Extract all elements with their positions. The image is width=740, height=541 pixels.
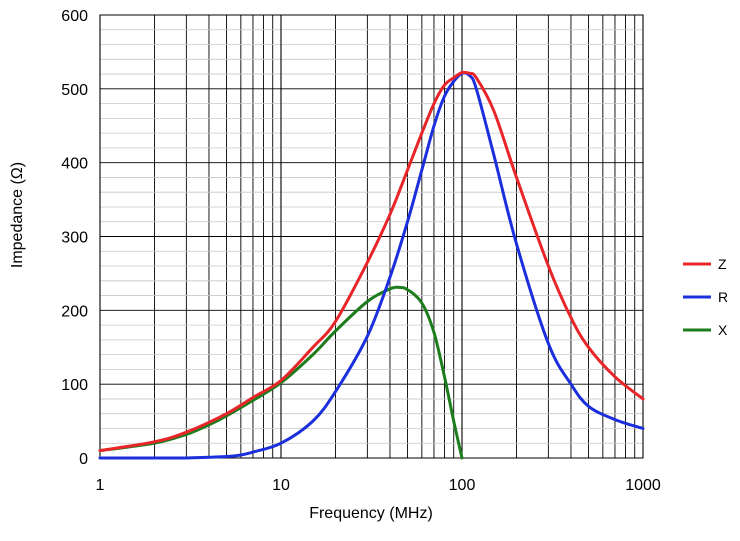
y-tick-label: 400 [61, 156, 88, 173]
y-tick-label: 600 [61, 8, 88, 25]
legend: Z R X [683, 256, 728, 338]
series-lines [98, 70, 645, 460]
x-tick-label: 100 [449, 477, 476, 494]
plot-area [99, 14, 644, 459]
series-line-z [98, 70, 645, 453]
y-axis-label: Impedance (Ω) [9, 162, 26, 268]
x-tick-label: 1000 [625, 477, 661, 494]
legend-label-z: Z [718, 256, 727, 272]
series-line-r [98, 71, 645, 460]
y-tick-label: 200 [61, 303, 88, 320]
legend-label-x: X [718, 322, 728, 338]
x-axis-label: Frequency (MHz) [309, 505, 433, 522]
series-line-x [98, 285, 464, 460]
y-tick-label: 100 [61, 377, 88, 394]
x-tick-label: 10 [272, 477, 290, 494]
x-axis-ticks: 1 10 100 1000 [96, 477, 661, 494]
y-axis-ticks: 0 100 200 300 400 500 600 [61, 8, 88, 468]
x-tick-label: 1 [96, 477, 105, 494]
legend-label-r: R [718, 289, 728, 305]
y-tick-label: 500 [61, 82, 88, 99]
y-tick-label: 300 [61, 230, 88, 247]
y-tick-label: 0 [79, 451, 88, 468]
